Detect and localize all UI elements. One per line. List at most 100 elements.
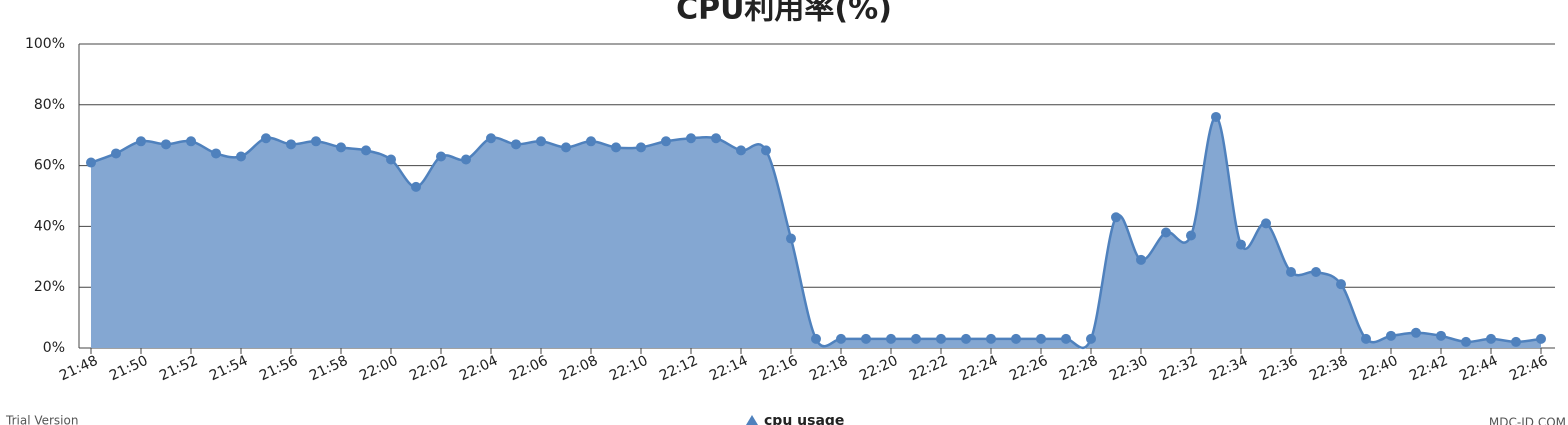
point [761,145,771,156]
x-tick-label: 21:48 [57,353,100,385]
point [1386,330,1396,341]
point [736,145,746,156]
point [211,148,221,159]
point [1286,267,1296,277]
point [386,154,396,165]
point [1236,239,1246,250]
x-tick-label: 22:36 [1257,353,1300,385]
y-tick-label: 100% [25,36,65,52]
point [1311,267,1321,277]
x-tick-label: 21:54 [207,353,250,385]
footer-right: MDC-ID.COM [1489,416,1566,425]
x-tick-label: 22:02 [407,353,450,385]
point [311,136,321,147]
point [1111,212,1121,223]
point [486,133,496,144]
x-tick-label: 22:14 [707,353,750,385]
point [1361,333,1371,344]
point [361,145,371,156]
point [811,333,821,344]
x-tick-label: 22:26 [1007,353,1050,385]
point [911,333,921,344]
x-tick-label: 22:04 [457,353,500,385]
point [1136,254,1146,265]
point [1061,333,1071,344]
point [586,136,596,147]
y-tick-label: 0% [43,340,65,356]
point [511,139,521,150]
point [986,333,996,344]
point [1161,227,1171,238]
x-tick-label: 22:08 [557,353,600,385]
x-tick-label: 22:44 [1457,353,1500,385]
x-tick-label: 22:38 [1307,353,1350,385]
legend-marker [746,415,758,425]
point [661,136,671,147]
point [336,142,346,153]
x-tick-label: 22:16 [757,353,800,385]
x-tick-label: 22:46 [1507,353,1550,385]
point [561,142,571,153]
x-tick-label: 22:00 [357,353,400,385]
y-tick-label: 80% [34,97,65,113]
point [411,181,421,192]
point [1186,230,1196,241]
point [1011,333,1021,344]
point [436,151,446,162]
x-tick-label: 22:24 [957,353,1000,385]
point [461,154,471,165]
point [961,333,971,344]
x-tick-label: 21:50 [107,353,150,385]
footer-left: Trial Version [5,414,78,425]
x-tick-label: 22:34 [1207,353,1250,385]
point [836,333,846,344]
point [136,136,146,147]
point [161,139,171,150]
chart-title: CPU利用率(%) [676,0,892,27]
point [1211,111,1221,122]
point [1261,218,1271,229]
point [711,133,721,144]
legend-label: cpu usage [764,413,844,425]
x-tick-label: 22:30 [1107,353,1150,385]
point [1336,279,1346,290]
point [1536,333,1546,344]
x-tick-label: 21:56 [257,353,300,385]
point [186,136,196,147]
point [1511,336,1521,347]
point [1486,333,1496,344]
point [636,142,646,153]
x-tick-label: 22:42 [1407,353,1450,385]
point [86,157,96,168]
point [286,139,296,150]
y-tick-label: 20% [34,279,65,295]
x-tick-label: 22:40 [1357,353,1400,385]
point [611,142,621,153]
point [1411,327,1421,338]
point [111,148,121,159]
point [1036,333,1046,344]
area [91,116,1541,348]
x-tick-label: 21:58 [307,353,350,385]
y-tick-label: 40% [34,218,65,234]
x-tick-label: 22:22 [907,353,950,385]
point [236,151,246,162]
x-tick-label: 22:10 [607,353,650,385]
x-tick-label: 22:32 [1157,353,1200,385]
point [536,136,546,147]
x-tick-label: 22:18 [807,353,850,385]
y-tick-label: 60% [34,158,65,174]
point [1436,330,1446,341]
x-tick-label: 22:20 [857,353,900,385]
point [861,333,871,344]
x-tick-label: 22:12 [657,353,700,385]
point [1086,333,1096,344]
point [936,333,946,344]
point [1461,336,1471,347]
point [686,133,696,144]
x-tick-label: 21:52 [157,353,200,385]
point [886,333,896,344]
point [261,133,271,144]
point [786,233,796,244]
